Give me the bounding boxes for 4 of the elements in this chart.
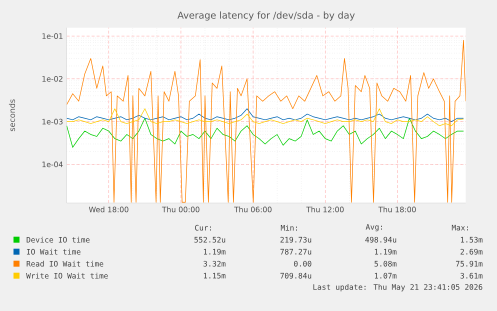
chart-title: Average latency for /dev/sda - by day [177, 11, 355, 21]
line-series [66, 108, 464, 122]
line-series [66, 118, 464, 148]
line-series [66, 108, 464, 126]
